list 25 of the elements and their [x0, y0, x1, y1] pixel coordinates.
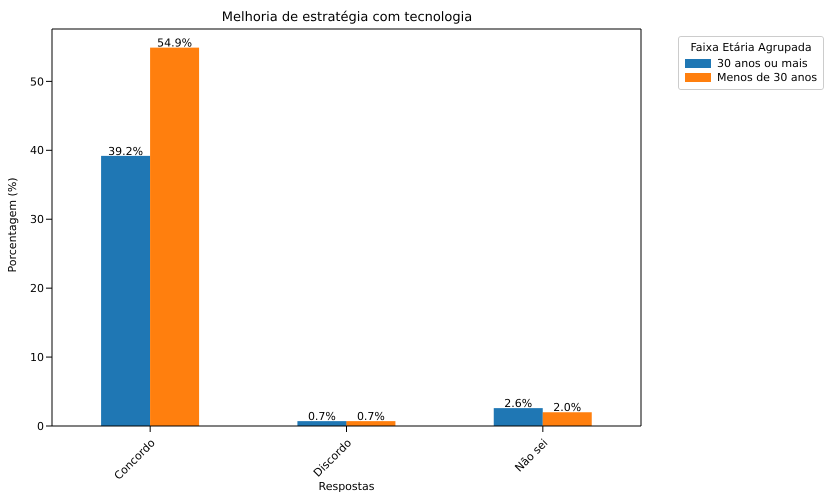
- y-tick-label: 30: [30, 213, 44, 226]
- data-label: 39.2%: [108, 144, 144, 158]
- legend-label: Menos de 30 anos: [717, 71, 818, 84]
- bar: [542, 412, 592, 426]
- y-tick-label: 40: [30, 144, 44, 158]
- legend-title: Faixa Etária Agrupada: [689, 41, 813, 54]
- bar: [346, 421, 396, 426]
- bar: [101, 156, 150, 426]
- y-tick-label: 20: [30, 282, 44, 296]
- y-tick-label: 0: [37, 420, 44, 433]
- y-tick-label: 50: [30, 75, 44, 88]
- x-tick-label: Não sei: [512, 436, 550, 474]
- bar: [297, 421, 346, 426]
- bar: [150, 48, 200, 426]
- bar: [494, 408, 543, 426]
- data-label: 0.7%: [356, 410, 385, 424]
- y-axis-title: Porcentagem (%): [6, 177, 19, 272]
- y-tick-label: 10: [30, 350, 44, 364]
- legend-label: 30 anos ou mais: [717, 57, 808, 70]
- data-label: 0.7%: [308, 410, 336, 424]
- data-label: 54.9%: [157, 36, 192, 50]
- chart-title: Melhoria de estratégia com tecnologia: [220, 10, 474, 25]
- data-label: 2.6%: [504, 397, 532, 410]
- x-axis-title: Respostas: [318, 480, 375, 492]
- data-label: 2.0%: [553, 401, 582, 414]
